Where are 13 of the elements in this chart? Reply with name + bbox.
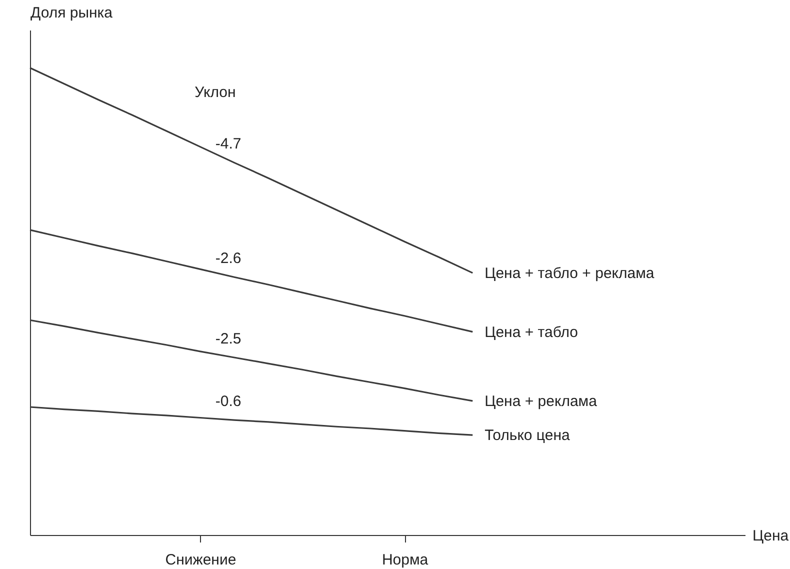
annotation: -4.7 <box>215 136 242 153</box>
series-label: Цена + табло + реклама <box>484 264 655 282</box>
x-axis-title: Цена <box>752 528 790 544</box>
annotation: -2.5 <box>215 330 242 348</box>
series-label: Цена + реклама <box>484 392 598 410</box>
x-tick-label: Снижение <box>165 552 236 568</box>
series-label: Только цена <box>484 427 570 444</box>
x-tick-label: Норма <box>382 552 429 568</box>
series-label: Цена + табло <box>484 324 578 341</box>
annotation: Уклон <box>194 84 236 101</box>
annotation: -0.6 <box>215 393 242 410</box>
annotation: -2.6 <box>215 250 242 268</box>
y-axis-title: Доля рынка <box>30 4 114 22</box>
